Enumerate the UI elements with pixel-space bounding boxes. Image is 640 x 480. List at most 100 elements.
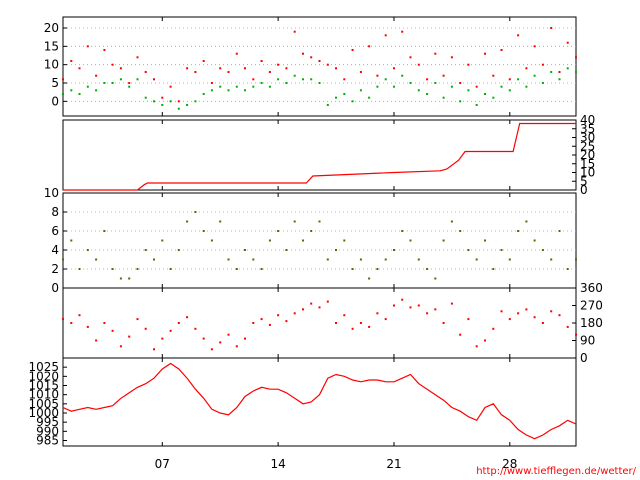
pressure-y-tick-label: 1010 (28, 388, 59, 402)
wind-direction-series-0-point (111, 329, 114, 332)
temperature-series-0-point (144, 71, 147, 73)
temperature-series-0-point (194, 71, 197, 73)
wind-speed-series-0-point (70, 239, 73, 242)
wind-direction-series-0-point (219, 341, 222, 344)
wind-direction-series-0-point (78, 314, 81, 317)
wind-speed-series-0-point (169, 268, 172, 270)
temperature-series-0-point (550, 27, 553, 29)
wind-speed-series-0-point (62, 258, 64, 261)
wind-speed-series-0-point (111, 268, 114, 270)
temperature-series-0-point (161, 96, 164, 99)
temperature-series-1-point (260, 82, 263, 84)
wind-speed-series-0-point (177, 249, 180, 251)
temperature-series-1-point (169, 100, 172, 103)
wind-direction-series-0-point (550, 310, 553, 313)
wind-speed-series-0-point (153, 258, 155, 261)
wind-direction-y-tick-label: 90 (580, 334, 595, 348)
wind-speed-series-0-point (227, 258, 230, 261)
wind-direction-series-0-point (95, 339, 98, 342)
temperature-series-1-point (194, 100, 197, 103)
temperature-series-1-point (103, 82, 106, 84)
temperature-series-1-point (318, 82, 321, 84)
temperature-series-1-point (186, 104, 189, 106)
wind-direction-series-0-point (335, 322, 337, 324)
wind-direction-series-0-point (558, 314, 561, 317)
wind-direction-series-0-point (302, 308, 304, 311)
x-axis: 07 14 21 28 (155, 17, 517, 471)
temperature-series-1-point (500, 85, 503, 88)
temperature-series-1-point (343, 93, 346, 95)
wind-speed-y-tick-label: 0 (51, 281, 59, 295)
temperature-series-1-point (393, 85, 395, 88)
temperature-series-0-point (484, 52, 486, 55)
temperature-series-0-point (566, 41, 569, 44)
wind-direction-series-0-point (103, 322, 106, 324)
precipitation-cumulative-y-tick-label: 30 (580, 131, 595, 145)
temperature-series-0-point (359, 71, 362, 73)
temperature-y-tick-label: 0 (51, 94, 59, 108)
temperature-series-1-point (219, 85, 222, 88)
wind-direction-series-0-point (119, 345, 122, 348)
wind-direction-series-0-point (475, 345, 478, 348)
temperature-series-1-point (533, 74, 536, 77)
temperature-series-0-point (103, 49, 106, 51)
wind-direction-y-tick-label: 360 (580, 281, 603, 295)
wind-direction-series-0-point (202, 337, 205, 340)
temperature-series-0-point (136, 56, 139, 59)
wind-direction-series-0-point (268, 323, 271, 326)
temperature-series-0-point (492, 74, 495, 77)
wind-speed-series-0-point (235, 268, 238, 270)
precipitation-cumulative-frame (62, 119, 577, 191)
wind-direction-series-0-point (153, 348, 155, 351)
pressure-frame (62, 357, 577, 447)
wind-direction-series-0-point (376, 312, 379, 315)
temperature-series-0-point (434, 52, 437, 55)
wind-speed-series-0-point (136, 268, 139, 270)
wind-speed-series-0-point (161, 239, 164, 242)
temperature-series-1-point (409, 82, 412, 84)
temperature-series-0-point (62, 78, 64, 81)
wind-direction-series-0-point (384, 318, 387, 321)
precipitation-cumulative-y-tick-label: 10 (580, 166, 595, 180)
wind-direction-series-0-point (277, 314, 280, 317)
wind-speed-series-0-point (475, 258, 478, 261)
precipitation-cumulative-y-tick-label: 20 (580, 148, 595, 162)
wind-speed-series-0-point (459, 230, 462, 232)
temperature-series-1-point (177, 107, 180, 110)
wind-direction-series-0-point (136, 318, 139, 321)
wind-direction-series-0-point (566, 325, 569, 328)
x-tick-label: 07 (155, 457, 170, 471)
wind-direction-series-0-point (409, 306, 412, 309)
temperature-series-1-point (70, 89, 73, 92)
temperature-series-0-point (70, 60, 73, 62)
wind-direction-series-0-point (128, 335, 131, 338)
temperature-series-1-point (235, 85, 238, 88)
wind-speed-series-0-point (318, 220, 321, 223)
temperature-series-1-point (62, 93, 64, 95)
temperature-series-0-point (575, 56, 577, 59)
wind-speed-series-0-point (550, 258, 553, 261)
temperature-series-1-point (492, 96, 495, 99)
pressure-y-tick-label: 1005 (28, 397, 59, 411)
wind-speed-series-0-point (186, 220, 189, 223)
temperature-series-1-point (359, 89, 362, 92)
wind-direction-series-0-point (343, 314, 346, 317)
temperature-series-1-point (459, 100, 462, 103)
pressure-y-tick-label: 1025 (28, 360, 59, 374)
temperature-series-0-point (210, 82, 213, 84)
wind-speed-series-0-point (393, 249, 395, 251)
temperature-series-0-point (244, 67, 246, 70)
temperature-series-0-point (326, 63, 329, 66)
temperature-series-1-point (161, 104, 164, 106)
temperature-series-1-point (566, 67, 569, 70)
wind-speed-series-0-point (78, 268, 81, 270)
temperature-series-1-point (351, 100, 354, 103)
temperature-series-0-point (318, 60, 321, 62)
wind-direction-series-0-point (227, 333, 230, 336)
pressure-y-tick-label: 990 (36, 424, 59, 438)
wind-speed-series-0-point (575, 258, 577, 261)
temperature-series-0-point (500, 49, 503, 51)
pressure-y-tick-label: 1015 (28, 379, 59, 393)
wind-direction-y-tick-label: 270 (580, 299, 603, 313)
temperature-series-1-point (78, 93, 81, 95)
